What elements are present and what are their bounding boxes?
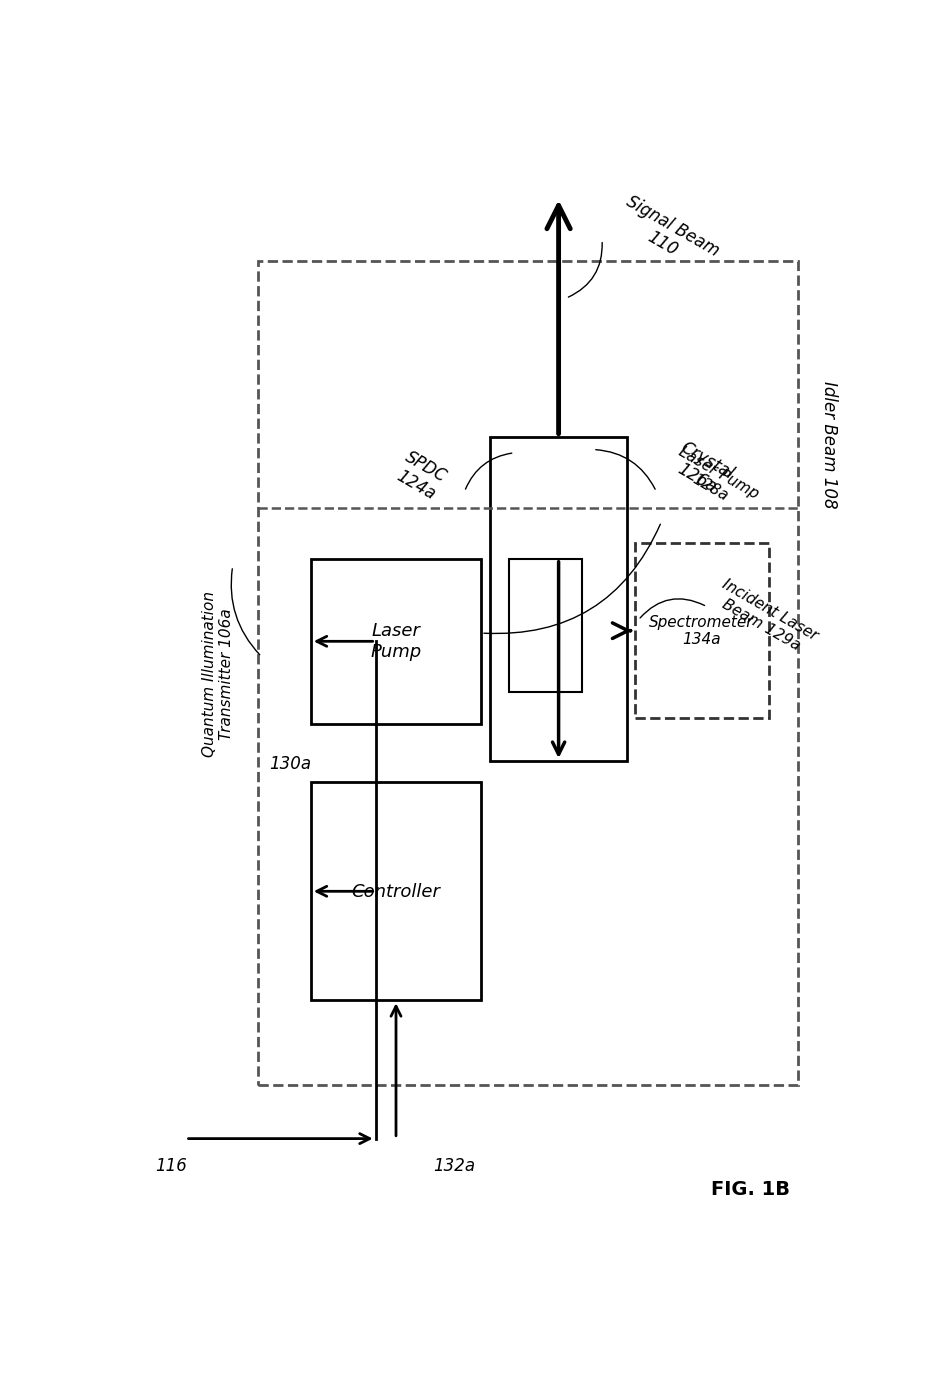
Text: 116: 116 (155, 1156, 187, 1174)
FancyBboxPatch shape (489, 436, 627, 761)
FancyBboxPatch shape (311, 783, 481, 1000)
Text: Controller: Controller (351, 882, 440, 900)
Text: Incident Laser
Beam 129a: Incident Laser Beam 129a (711, 577, 820, 659)
Text: SPDC
124a: SPDC 124a (391, 447, 450, 504)
Text: Spectrometer
134a: Spectrometer 134a (649, 615, 754, 648)
Text: 132a: 132a (432, 1156, 474, 1174)
FancyBboxPatch shape (634, 543, 768, 718)
Text: Idler Beam 108: Idler Beam 108 (820, 381, 838, 508)
FancyBboxPatch shape (311, 559, 481, 724)
Text: Laser Pump
128a: Laser Pump 128a (667, 443, 761, 516)
Text: Quantum Illumination
Transmitter 106a: Quantum Illumination Transmitter 106a (202, 591, 234, 757)
Text: Laser
Pump: Laser Pump (370, 623, 421, 661)
Text: Crystal
126a: Crystal 126a (667, 438, 737, 501)
Text: FIG. 1B: FIG. 1B (711, 1179, 789, 1199)
Text: Signal Beam
110: Signal Beam 110 (613, 192, 722, 278)
FancyBboxPatch shape (509, 559, 582, 692)
FancyBboxPatch shape (258, 261, 798, 1085)
Text: 130a: 130a (269, 755, 311, 773)
